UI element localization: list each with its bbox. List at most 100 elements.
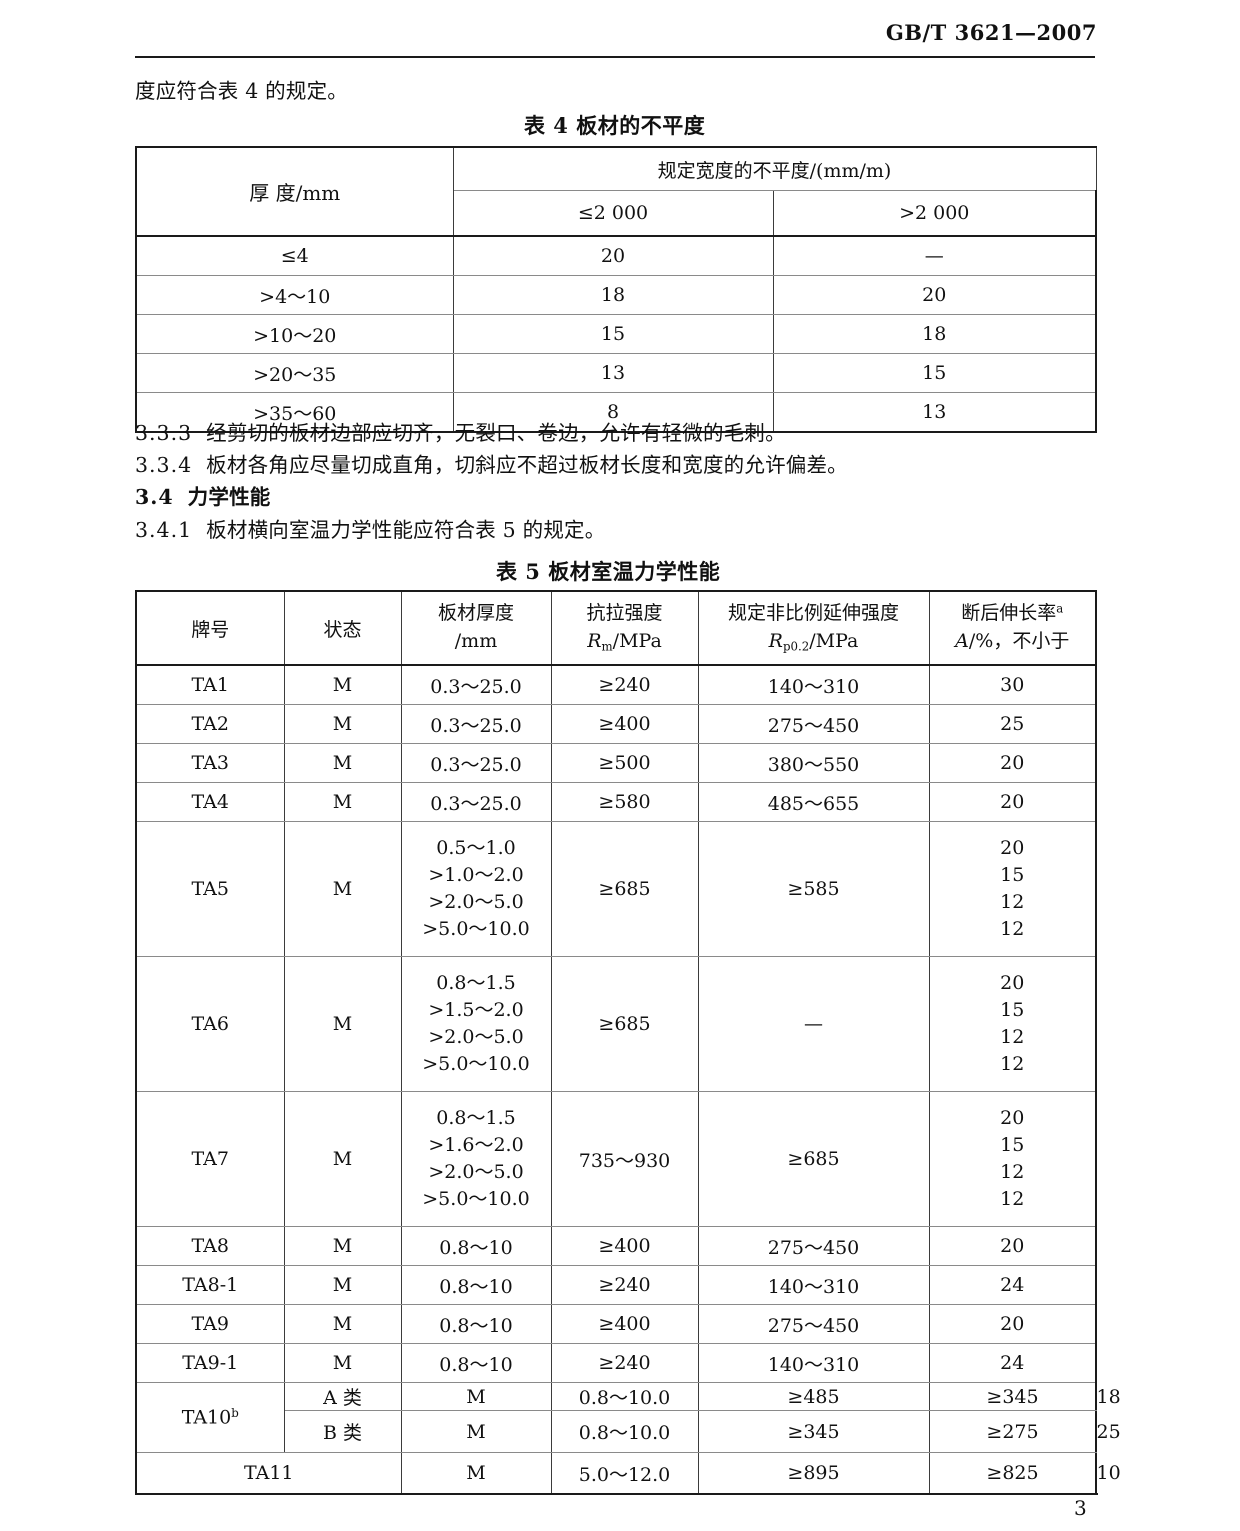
table5-cell-thickness: 0.8～1.5 [436, 972, 516, 995]
table-row: >35～60 8 13 [135, 392, 1097, 433]
table5-cell-proof: 140～310 [697, 664, 930, 705]
table-row: >20～35 13 15 [135, 353, 1097, 393]
table5-cell-thickness: 0.3～25.0 [400, 743, 552, 783]
table5-cell-state: M [400, 1452, 552, 1495]
table5-cell-proof: 485～655 [697, 782, 930, 822]
table5-cell-grade: TA9 [135, 1304, 285, 1344]
table5-cell-elongation: 24 [928, 1265, 1097, 1305]
table5-header-tensile-subscript: m [601, 639, 613, 654]
clause-number: 3.3.3 [135, 421, 193, 445]
table5-header-thickness: 板材厚度 /mm [400, 590, 552, 666]
table5-header-state: 状态 [283, 590, 402, 666]
clause-3-3-4: 3.3.4 板材各角应尽量切成直角，切斜应不超过板材长度和宽度的允许偏差。 [135, 452, 848, 480]
table5-cell-thickness: >1.6～2.0 [428, 1134, 524, 1157]
table5-header-proof-subscript: p0.2 [782, 639, 810, 654]
table5-cell-elongation: 12 [1000, 891, 1025, 913]
table-row: TA3 M 0.3～25.0 ≥500 380～550 20 [135, 743, 1097, 783]
table4-cell-gt2000: 15 [772, 353, 1097, 393]
table5-cell-thickness: 0.3～25.0 [400, 664, 552, 705]
table-row: TA8 M 0.8～10 ≥400 275～450 20 [135, 1226, 1097, 1266]
table5-cell-tensile: 735～930 [550, 1091, 699, 1227]
table-row: >4～10 18 20 [135, 275, 1097, 315]
table5-cell-elongation: 20 [1000, 837, 1025, 860]
table5-cell-state: M [283, 1091, 402, 1227]
table5-header-elongation-l2: /%，不小于 [968, 630, 1070, 652]
table5-cell-thickness: 0.5～1.0 [436, 837, 516, 860]
table5-cell-thickness: >5.0～10.0 [422, 917, 530, 940]
table5-cell-state: M [400, 1410, 552, 1453]
table-row: TA11 M 5.0～12.0 ≥895 ≥825 10 [135, 1452, 1121, 1495]
table5-header-proof-stress: 规定非比例延伸强度 Rp0.2/MPa [697, 590, 930, 666]
table5-cell-elongation: 20 [1000, 972, 1025, 995]
table5-cell-proof: 275～450 [697, 704, 930, 744]
table5-cell-thickness: >1.0～2.0 [428, 864, 524, 887]
table5-header-tensile-l1: 抗拉强度 [586, 602, 663, 625]
table4-header-thickness: 厚 度/mm [135, 146, 454, 237]
table5-cell-proof: ≥825 [928, 1452, 1097, 1495]
table5-cell-tensile: ≥400 [550, 1304, 699, 1344]
table5-cell-thickness: >5.0～10.0 [422, 1052, 530, 1075]
table-5-mechanical-properties: 牌号 状态 板材厚度 /mm 抗拉强度 Rm/MPa 规定非比例延伸强度 Rp0… [135, 590, 1121, 1495]
table5-cell-proof: 140～310 [697, 1343, 930, 1383]
table5-cell-proof: 140～310 [697, 1265, 930, 1305]
table4-cell-gt2000: 13 [772, 392, 1097, 433]
table5-cell-proof: 275～450 [697, 1304, 930, 1344]
clause-text: 板材横向室温力学性能应符合表 5 的规定。 [206, 518, 606, 542]
table5-cell-proof: 275～450 [697, 1226, 930, 1266]
table5-grade-footnote-mark: b [231, 1406, 239, 1421]
table5-cell-elongation-group: 20 15 12 12 [928, 1091, 1097, 1227]
table5-cell-elongation: 12 [1000, 1026, 1025, 1048]
table5-cell-elongation-group: 20 15 12 12 [928, 956, 1097, 1092]
table4-caption: 表 4 板材的不平度 [524, 113, 706, 138]
table5-header-thickness-l2: /mm [454, 630, 498, 652]
table5-cell-state: M [400, 1382, 552, 1411]
table5-cell-state: M [283, 782, 402, 822]
clause-number: 3.4 [135, 485, 174, 509]
table5-cell-state: M [283, 1226, 402, 1266]
table5-cell-tensile: ≥485 [697, 1382, 930, 1411]
table5-cell-grade: TA8-1 [135, 1265, 285, 1305]
table5-cell-elongation: 20 [928, 1226, 1097, 1266]
table-row: TA1 M 0.3～25.0 ≥240 140～310 30 [135, 664, 1097, 705]
table5-cell-elongation: 20 [928, 782, 1097, 822]
table-row: TA5 M 0.5～1.0 >1.0～2.0 >2.0～5.0 >5.0～10.… [135, 821, 1097, 957]
table5-cell-thickness: >2.0～5.0 [428, 1161, 524, 1183]
table5-cell-grade: TA4 [135, 782, 285, 822]
table5-caption: 表 5 板材室温力学性能 [496, 559, 721, 584]
table5-header-tensile: 抗拉强度 Rm/MPa [550, 590, 699, 666]
table5-cell-grade-ta10: TA10b [135, 1382, 285, 1453]
table5-cell-elongation: 15 [1000, 999, 1025, 1022]
table-row: TA10b A 类 M 0.8～10.0 ≥485 ≥345 18 [135, 1382, 1121, 1453]
table5-cell-thickness: 0.3～25.0 [400, 704, 552, 744]
table5-cell-grade: TA5 [135, 821, 285, 957]
table5-cell-state: M [283, 821, 402, 957]
table4-cell-le2000: 15 [452, 314, 774, 354]
table4-cell-thickness: ≤4 [135, 235, 454, 276]
table5-cell-state: M [283, 1265, 402, 1305]
table5-cell-elongation: 24 [928, 1343, 1097, 1383]
table5-cell-elongation: 20 [928, 743, 1097, 783]
table5-cell-state: M [283, 664, 402, 705]
table-row: >10～20 15 18 [135, 314, 1097, 354]
table4-cell-le2000: 13 [452, 353, 774, 393]
table4-cell-le2000: 18 [452, 275, 774, 315]
table-row: TA9 M 0.8～10 ≥400 275～450 20 [135, 1304, 1097, 1344]
table5-cell-elongation-group: 20 15 12 12 [928, 821, 1097, 957]
table5-cell-elongation: 12 [1000, 1161, 1025, 1183]
table5-cell-tensile: ≥400 [550, 1226, 699, 1266]
table5-cell-elongation: 30 [928, 664, 1097, 705]
table-row: TA6 M 0.8～1.5 >1.5～2.0 >2.0～5.0 >5.0～10.… [135, 956, 1097, 1092]
table5-header-elongation-l1: 断后伸长率 [961, 602, 1057, 625]
table-row: TA7 M 0.8～1.5 >1.6～2.0 >2.0～5.0 >5.0～10.… [135, 1091, 1097, 1227]
table4-header-le2000: ≤2 000 [452, 190, 774, 237]
table5-cell-grade: TA1 [135, 664, 285, 705]
table5-cell-tensile: ≥685 [550, 956, 699, 1092]
table5-header-tensile-unit: /MPa [612, 630, 662, 652]
table5-cell-elongation: 15 [1000, 1134, 1025, 1157]
table5-cell-elongation: 12 [1000, 1052, 1025, 1075]
table5-header-grade: 牌号 [135, 590, 285, 666]
table5-cell-state: M [283, 743, 402, 783]
table5-cell-thickness: 0.8～10.0 [550, 1382, 699, 1411]
table4-cell-gt2000: 20 [772, 275, 1097, 315]
